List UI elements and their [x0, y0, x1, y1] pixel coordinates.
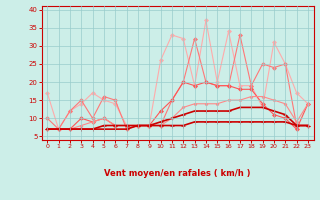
X-axis label: Vent moyen/en rafales ( km/h ): Vent moyen/en rafales ( km/h )	[104, 169, 251, 178]
